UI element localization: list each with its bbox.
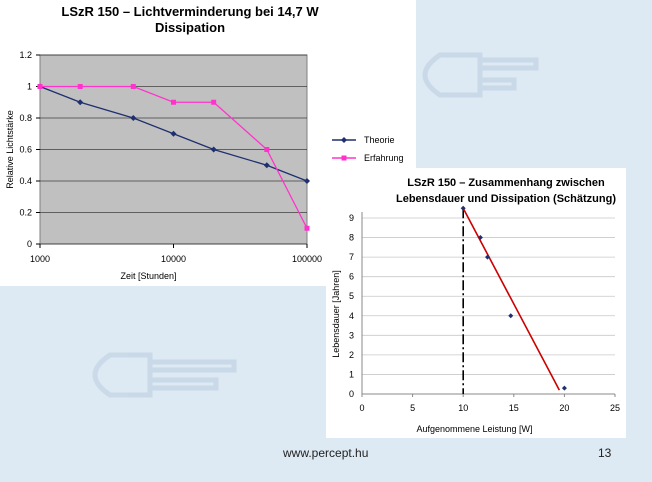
chart1-point-erfahrung: [130, 84, 136, 89]
chart-panel-lifetime: [326, 168, 626, 438]
chart2-ytick-label: 8: [349, 233, 354, 243]
chart1-title: LSzR 150 – Lichtverminderung bei 14,7 W …: [61, 4, 319, 35]
chart1-ytick-label: 0.4: [19, 176, 32, 186]
chart2-point: [484, 254, 490, 260]
legend-label-erfahrung: Erfahrung: [364, 153, 404, 163]
chart2-fit-line: [462, 207, 561, 391]
legend-marker: [341, 137, 347, 143]
legend-marker: [341, 155, 347, 161]
chart2-ytick-label: 0: [349, 389, 354, 399]
chart2-point: [508, 313, 514, 319]
chart1-ytick-label: 0.8: [19, 113, 32, 123]
legend-label-theorie: Theorie: [364, 135, 395, 145]
chart1-point-theorie: [210, 146, 217, 153]
chart1-ytick-label: 0.2: [19, 208, 32, 218]
chart1-point-erfahrung: [171, 99, 176, 105]
chart2-ytick-label: 9: [349, 213, 354, 223]
chart2-title: LSzR 150 – Zusammenhang zwischen Lebensd…: [395, 177, 617, 205]
chart1-point-erfahrung: [77, 84, 83, 89]
chart1-ylabel: Relative Lichtstärke: [5, 110, 15, 189]
chart1-point-theorie: [77, 99, 84, 106]
chart1-point-erfahrung: [304, 225, 310, 231]
chart2-xtick-label: 25: [610, 403, 620, 413]
chart2-xtick-label: 15: [509, 403, 519, 413]
chart2-xtick-label: 5: [410, 403, 415, 413]
chart1-ytick-label: 0.6: [19, 145, 32, 155]
chart1-point-erfahrung: [264, 147, 270, 152]
chart1-point-theorie: [170, 130, 177, 137]
chart2-point: [460, 205, 466, 211]
chart1-xlabel: Zeit [Stunden]: [120, 271, 176, 281]
chart1-point-erfahrung: [211, 99, 217, 105]
chart1-point-erfahrung: [37, 84, 43, 89]
chart2-ytick-label: 1: [349, 369, 354, 379]
chart2-point: [561, 385, 567, 391]
chart2-ytick-label: 7: [349, 252, 354, 262]
chart1-ytick-label: 1: [27, 82, 32, 92]
chart1-xtick-label: 100000: [292, 254, 322, 264]
chart2-ylabel: Lebensdauer [Jahren]: [331, 270, 341, 358]
chart1-xtick-label: 1000: [30, 254, 50, 264]
chart1-point-theorie: [304, 178, 310, 184]
chart2-point: [477, 235, 483, 241]
chart1-ytick-label: 1.2: [19, 50, 32, 60]
chart2-ytick-label: 3: [349, 330, 354, 340]
chart1-point-theorie: [263, 162, 270, 169]
page-number: 13: [598, 446, 612, 460]
chart2-xtick-label: 20: [559, 403, 569, 413]
chart1-ytick-label: 0: [27, 239, 32, 249]
footer-url[interactable]: www.percept.hu: [283, 446, 369, 460]
chart2-xtick-label: 0: [359, 403, 364, 413]
chart1-point-theorie: [130, 115, 137, 121]
chart2-ytick-label: 5: [349, 291, 354, 301]
chart2-ytick-label: 4: [349, 311, 354, 321]
chart2-xlabel: Aufgenommene Leistung [W]: [416, 424, 532, 434]
chart1-xtick-label: 10000: [161, 254, 186, 264]
chart2-ytick-label: 6: [349, 272, 354, 282]
chart2-ytick-label: 2: [349, 350, 354, 360]
chart2-xtick-label: 10: [458, 403, 468, 413]
